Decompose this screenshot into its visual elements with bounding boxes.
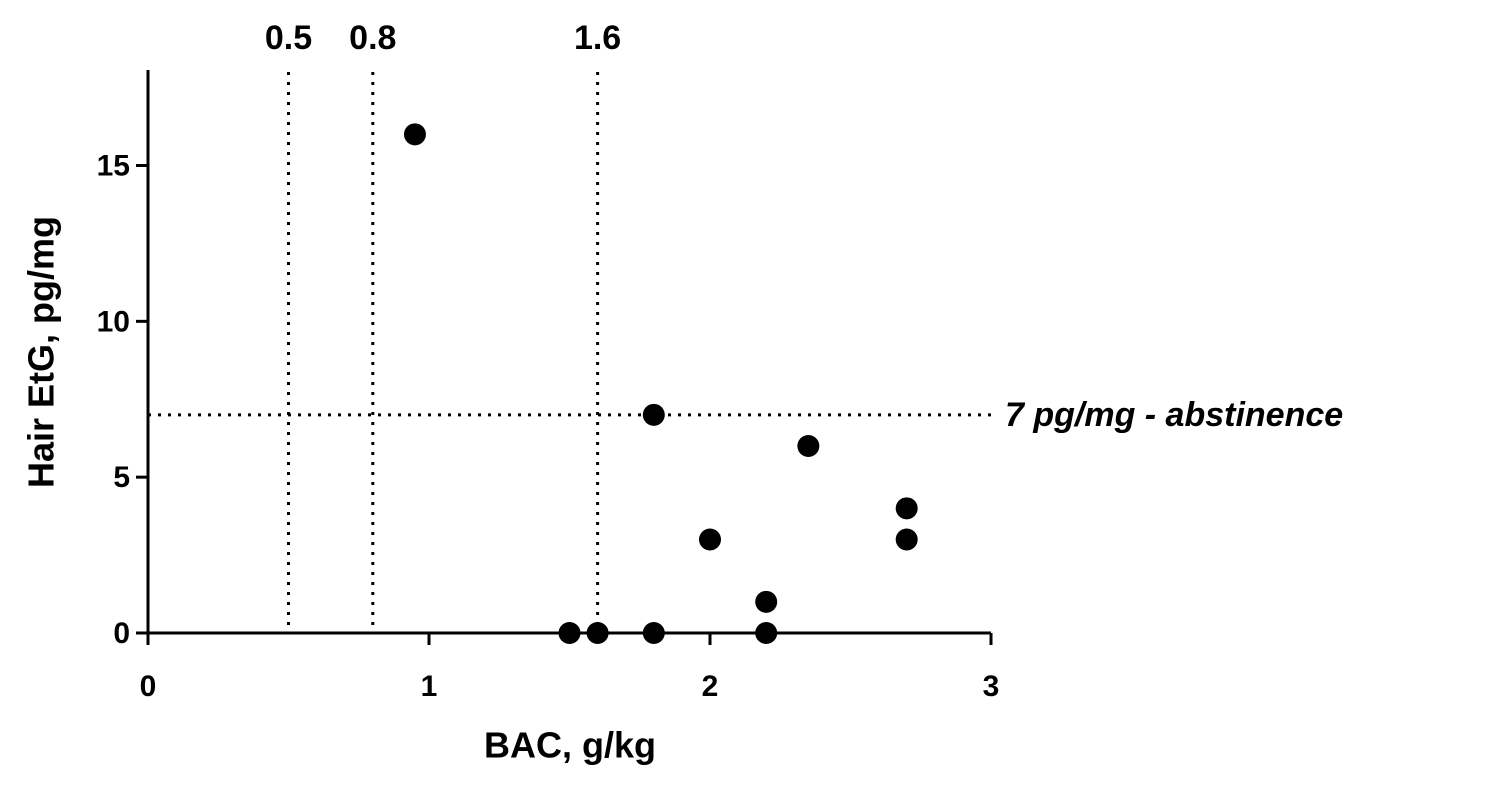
y-tick-label: 5 — [113, 461, 130, 494]
point — [586, 622, 609, 644]
x-tick-label: 2 — [702, 670, 719, 703]
point — [755, 590, 778, 613]
y-tick-label: 15 — [97, 149, 130, 182]
reference-label: 0.8 — [349, 19, 396, 57]
reference-label: 0.5 — [265, 19, 312, 57]
y-axis-label: Hair EtG, pg/mg — [21, 216, 62, 488]
point — [755, 622, 778, 644]
y-tick-label: 10 — [97, 305, 130, 338]
reference-label: 7 pg/mg - abstinence — [1005, 396, 1343, 434]
point — [895, 497, 918, 520]
x-tick-label: 0 — [140, 670, 157, 703]
x-tick-label: 3 — [983, 670, 1000, 703]
reference-label: 1.6 — [574, 19, 621, 57]
x-axis-label: BAC, g/kg — [484, 725, 656, 766]
point — [403, 123, 426, 146]
x-tick-label: 1 — [421, 670, 438, 703]
point — [558, 622, 581, 644]
point — [895, 528, 918, 551]
point — [699, 528, 721, 551]
y-tick-label: 0 — [113, 617, 130, 650]
point — [797, 435, 820, 457]
point — [642, 622, 665, 644]
point — [642, 403, 665, 426]
